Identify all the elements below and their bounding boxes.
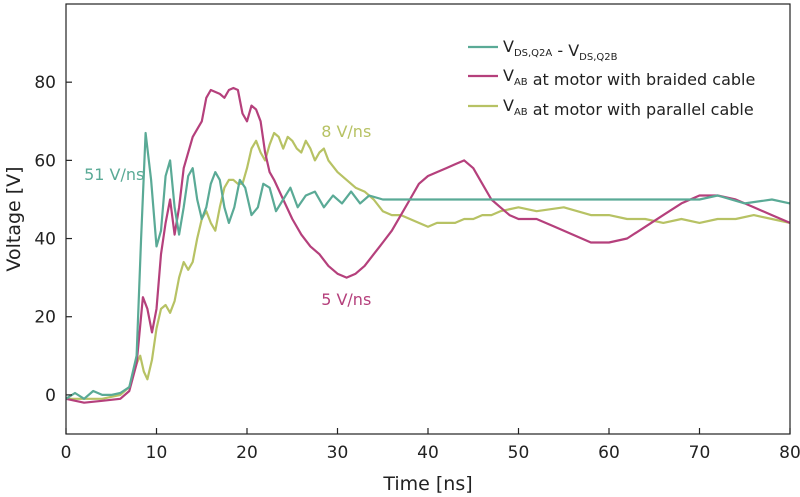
x-tick-label: 40 bbox=[417, 443, 439, 463]
x-tick-label: 0 bbox=[61, 443, 72, 463]
legend-text-main: - V bbox=[552, 41, 579, 60]
series-line-0 bbox=[65, 131, 791, 400]
x-tick-label: 10 bbox=[146, 443, 168, 463]
legend-text-main: V bbox=[503, 96, 514, 115]
y-axis-label: Voltage [V] bbox=[3, 166, 25, 271]
legend-text-subscript: AB bbox=[514, 77, 528, 88]
legend-entry: VAB at motor with parallel cable bbox=[503, 96, 754, 119]
series-line-2 bbox=[66, 131, 791, 400]
y-tick-label: 40 bbox=[34, 230, 56, 250]
x-axis: 0 10 20 30 40 50 60 70 80 bbox=[61, 428, 800, 463]
legend-text-main: V bbox=[503, 37, 514, 56]
x-tick-label: 80 bbox=[779, 443, 800, 463]
legend-text-subscript: DS,Q2B bbox=[579, 52, 617, 63]
x-tick-label: 30 bbox=[327, 443, 349, 463]
y-tick-label: 60 bbox=[34, 151, 56, 171]
annotation-label: 8 V/ns bbox=[321, 122, 371, 141]
annotation-label: 5 V/ns bbox=[321, 290, 371, 309]
legend-entry: VDS,Q2A - VDS,Q2B bbox=[503, 37, 618, 63]
legend-text-main: V bbox=[503, 66, 514, 85]
annotation-label: 51 V/ns bbox=[84, 165, 144, 184]
legend-text-main: at motor with braided cable bbox=[528, 70, 756, 89]
legend-text-subscript: AB bbox=[514, 107, 528, 118]
series-lines bbox=[65, 86, 791, 404]
x-tick-label: 50 bbox=[508, 443, 530, 463]
y-tick-label: 20 bbox=[34, 308, 56, 328]
series-line-1 bbox=[65, 86, 791, 404]
y-axis: 0 20 40 60 80 bbox=[34, 73, 72, 406]
legend-text-subscript: DS,Q2A bbox=[514, 48, 552, 59]
legend-entry: VAB at motor with braided cable bbox=[503, 66, 755, 89]
y-tick-label: 80 bbox=[34, 73, 56, 93]
x-tick-label: 60 bbox=[598, 443, 620, 463]
annotations: 51 V/ns 8 V/ns 5 V/ns bbox=[84, 122, 371, 309]
y-tick-label: 0 bbox=[45, 386, 56, 406]
x-tick-label: 20 bbox=[236, 443, 258, 463]
legend-text-main: at motor with parallel cable bbox=[528, 100, 754, 119]
x-tick-label: 70 bbox=[689, 443, 711, 463]
x-axis-label: Time [ns] bbox=[382, 473, 472, 495]
